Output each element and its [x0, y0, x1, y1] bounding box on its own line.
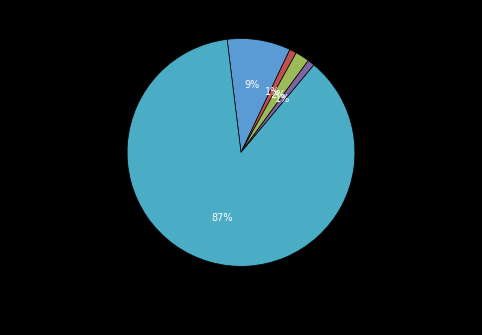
Wedge shape — [241, 61, 314, 152]
Wedge shape — [227, 39, 290, 152]
Text: 2%: 2% — [270, 90, 285, 100]
Text: 9%: 9% — [244, 80, 259, 90]
Wedge shape — [241, 50, 296, 152]
Text: 1%: 1% — [265, 87, 280, 96]
Wedge shape — [127, 40, 355, 266]
Text: 1%: 1% — [275, 93, 291, 104]
Wedge shape — [241, 53, 308, 152]
Text: 87%: 87% — [211, 213, 232, 223]
